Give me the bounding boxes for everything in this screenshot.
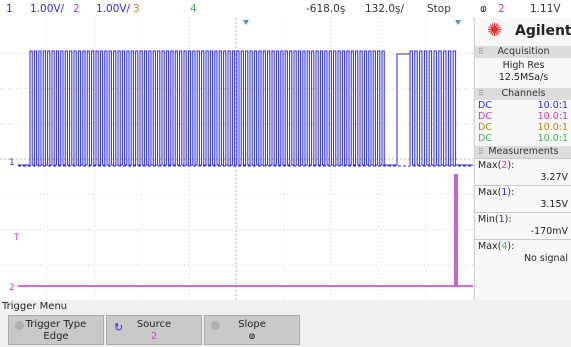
time-position[interactable]: -618.0ş (306, 3, 346, 15)
measurements-header: ⠿ Measurements (475, 146, 571, 158)
slope-softkey[interactable]: Slope ⱷ (204, 315, 300, 345)
ch2-scale[interactable]: 1.00V/ (96, 3, 131, 15)
trigger-edge-icon: ⱷ (480, 3, 487, 15)
trigger-source[interactable]: 2 (498, 3, 505, 15)
menu-title: Trigger Menu (2, 301, 68, 312)
trigger-position-marker (243, 20, 249, 25)
ch2-number[interactable]: 2 (73, 3, 80, 15)
info-panel: ✺ Agilent ⠿ Acquisition High Res 12.5MSa… (474, 18, 571, 300)
softkey-menu: Trigger Menu Trigger Type Edge ↻ Source … (0, 300, 571, 347)
trigger-level[interactable]: 1.11V (530, 3, 561, 15)
acquisition-header: ⠿ Acquisition (475, 46, 571, 58)
dim-dot-icon (15, 321, 24, 330)
channel-row: DC 10.0:1 (478, 100, 568, 111)
channel-row: DC 10.0:1 (478, 133, 568, 144)
measurement-list: Max(2): 3.27V Max(1): 3.15V Min(1): -170… (475, 158, 571, 266)
measurement-item: Max(2): 3.27V (475, 158, 571, 185)
measurement-value: -170mV (530, 226, 568, 237)
starburst-icon: ✺ (487, 20, 503, 41)
ch2-ground-marker[interactable]: 2 (9, 283, 15, 293)
measurement-item: Max(4): No signal (475, 239, 571, 266)
channel-row: DC 10.0:1 (478, 122, 568, 133)
channel-list: DC 10.0:1 DC 10.0:1 DC 10.0:1 DC 10.0:1 (475, 100, 571, 144)
trigger-position-marker (455, 20, 461, 25)
grip-icon: ⠿ (478, 89, 484, 98)
status-bar: 1 1.00V/ 2 1.00V/ 3 4 -618.0ş 132.0ş/ St… (0, 0, 571, 19)
ch1-trace (18, 50, 473, 166)
trigger-level-marker[interactable]: T (14, 233, 20, 243)
waveform-display[interactable]: 1 2 T (0, 18, 473, 300)
time-scale[interactable]: 132.0ş/ (365, 3, 405, 15)
rotate-knob-icon: ↻ (114, 321, 124, 334)
measurement-value: 3.15V (540, 199, 568, 210)
sample-rate: 12.5MSa/s (498, 72, 549, 83)
ch1-number[interactable]: 1 (6, 3, 13, 15)
measurement-value: No signal (523, 253, 568, 264)
ch3-number[interactable]: 3 (133, 3, 140, 15)
ch2-trace (18, 174, 473, 287)
ch1-ground-marker[interactable]: 1 (9, 158, 15, 168)
grip-icon: ⠿ (478, 147, 484, 156)
measurement-value: 3.27V (540, 172, 568, 183)
channels-header: ⠿ Channels (475, 88, 571, 100)
channel-row: DC 10.0:1 (478, 111, 568, 122)
acquisition-info: High Res 12.5MSa/s (475, 58, 571, 86)
source-softkey[interactable]: ↻ Source 2 (106, 315, 202, 345)
grip-icon: ⠿ (478, 47, 484, 56)
brand-logo: ✺ Agilent (487, 20, 571, 41)
ch1-scale[interactable]: 1.00V/ (30, 3, 65, 15)
trigger-type-softkey[interactable]: Trigger Type Edge (8, 315, 104, 345)
measurement-item: Max(1): 3.15V (475, 185, 571, 212)
scope-grid (0, 18, 473, 300)
measurement-item: Min(1): -170mV (475, 212, 571, 239)
ch4-number[interactable]: 4 (190, 3, 197, 15)
run-state: Stop (427, 3, 451, 15)
acquisition-mode: High Res (502, 60, 545, 71)
dim-dot-icon (211, 321, 220, 330)
